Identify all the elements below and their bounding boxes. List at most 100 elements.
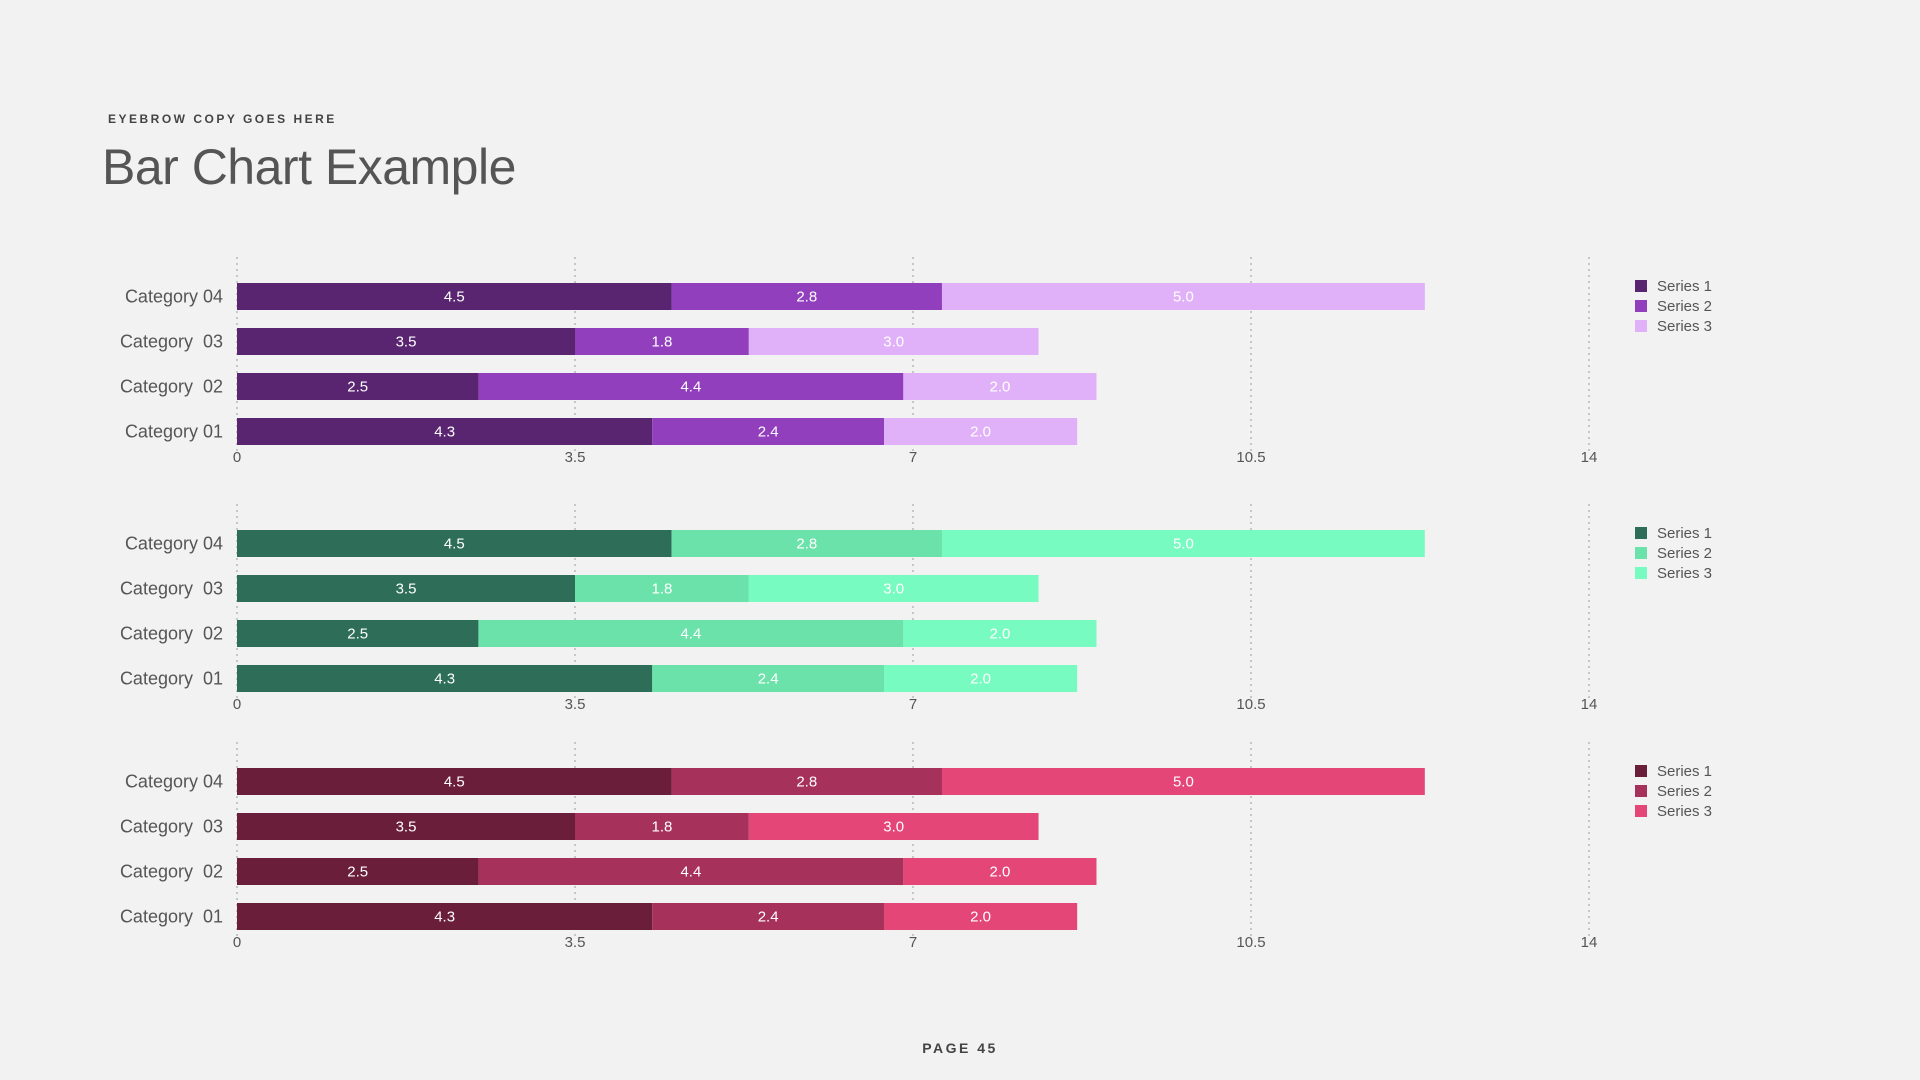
legend-label: Series 3 bbox=[1657, 565, 1712, 582]
data-label: 2.0 bbox=[989, 626, 1010, 643]
bar-segment bbox=[237, 858, 479, 885]
data-label: 4.5 bbox=[444, 536, 465, 553]
bar-segment bbox=[237, 665, 653, 692]
data-label: 2.4 bbox=[758, 909, 779, 926]
x-tick-label: 14 bbox=[1581, 449, 1598, 465]
bar-segment bbox=[478, 620, 904, 647]
x-tick-label: 7 bbox=[909, 934, 917, 950]
data-label: 1.8 bbox=[651, 334, 672, 351]
x-tick-label: 3.5 bbox=[565, 934, 586, 950]
data-label: 2.5 bbox=[347, 626, 368, 643]
bar-segment bbox=[237, 418, 653, 445]
data-label: 3.5 bbox=[396, 581, 417, 598]
x-tick-label: 3.5 bbox=[565, 696, 586, 712]
bar-segment bbox=[671, 768, 942, 795]
bar-segment bbox=[237, 328, 575, 355]
page-number: PAGE 45 bbox=[922, 1040, 998, 1056]
bar-segment bbox=[671, 283, 942, 310]
data-label: 4.5 bbox=[444, 289, 465, 306]
data-label: 3.5 bbox=[396, 819, 417, 836]
legend-label: Series 3 bbox=[1657, 803, 1712, 820]
data-label: 2.4 bbox=[758, 424, 779, 441]
bar-segment bbox=[884, 665, 1078, 692]
x-tick-label: 0 bbox=[233, 696, 241, 712]
category-label: Category 03 bbox=[120, 817, 223, 837]
bar-segment bbox=[941, 283, 1425, 310]
data-label: 4.3 bbox=[434, 424, 455, 441]
chart-svg: 4.3 2.4 2.0 Category 01 2.5 4.4 2.0 Category 02… bbox=[120, 257, 1712, 465]
category-label: Category 03 bbox=[120, 579, 223, 599]
data-label: 2.5 bbox=[347, 379, 368, 396]
legend-label: Series 1 bbox=[1657, 278, 1712, 295]
category-label: Category 01 bbox=[125, 422, 223, 442]
data-label: 2.8 bbox=[796, 289, 817, 306]
bar-chart-purple: 4.3 2.4 2.0 Category 01 2.5 4.4 2.0 Category 02… bbox=[0, 255, 1920, 465]
category-label: Category 04 bbox=[125, 287, 223, 307]
data-label: 2.0 bbox=[970, 909, 991, 926]
data-label: 5.0 bbox=[1173, 536, 1194, 553]
legend-swatch bbox=[1635, 547, 1647, 559]
data-label: 3.0 bbox=[883, 819, 904, 836]
data-label: 2.0 bbox=[989, 379, 1010, 396]
bar-segment bbox=[575, 813, 749, 840]
data-label: 3.0 bbox=[883, 581, 904, 598]
eyebrow-text: EYEBROW COPY GOES HERE bbox=[108, 112, 337, 126]
legend-swatch bbox=[1635, 280, 1647, 292]
category-label: Category 03 bbox=[120, 332, 223, 352]
legend-swatch bbox=[1635, 567, 1647, 579]
legend-label: Series 2 bbox=[1657, 298, 1712, 315]
bar-segment bbox=[652, 665, 885, 692]
bar-segment bbox=[748, 328, 1039, 355]
x-tick-label: 0 bbox=[233, 449, 241, 465]
bar-segment bbox=[237, 620, 479, 647]
bar-segment bbox=[237, 903, 653, 930]
bar-segment bbox=[884, 903, 1078, 930]
x-tick-label: 10.5 bbox=[1236, 934, 1265, 950]
x-tick-label: 10.5 bbox=[1236, 696, 1265, 712]
data-label: 4.4 bbox=[680, 626, 701, 643]
data-label: 1.8 bbox=[651, 581, 672, 598]
category-label: Category 04 bbox=[125, 534, 223, 554]
bar-segment bbox=[884, 418, 1078, 445]
legend-swatch bbox=[1635, 320, 1647, 332]
category-label: Category 02 bbox=[120, 862, 223, 882]
bar-segment bbox=[903, 858, 1097, 885]
bar-segment bbox=[748, 575, 1039, 602]
legend-swatch bbox=[1635, 805, 1647, 817]
bar-segment bbox=[941, 530, 1425, 557]
data-label: 2.4 bbox=[758, 671, 779, 688]
bar-segment bbox=[903, 373, 1097, 400]
bar-segment bbox=[237, 283, 672, 310]
data-label: 4.3 bbox=[434, 671, 455, 688]
data-label: 2.0 bbox=[989, 864, 1010, 881]
bar-segment bbox=[237, 575, 575, 602]
data-label: 5.0 bbox=[1173, 774, 1194, 791]
data-label: 4.3 bbox=[434, 909, 455, 926]
bar-segment bbox=[478, 373, 904, 400]
legend-label: Series 3 bbox=[1657, 318, 1712, 335]
bar-chart-pink: 4.3 2.4 2.0 Category 01 2.5 4.4 2.0 Category 02… bbox=[0, 740, 1920, 950]
legend-label: Series 1 bbox=[1657, 763, 1712, 780]
category-label: Category 01 bbox=[120, 907, 223, 927]
bar-segment bbox=[671, 530, 942, 557]
category-label: Category 02 bbox=[120, 624, 223, 644]
category-label: Category 01 bbox=[120, 669, 223, 689]
data-label: 1.8 bbox=[651, 819, 672, 836]
chart-svg: 4.3 2.4 2.0 Category 01 2.5 4.4 2.0 Category 02… bbox=[120, 742, 1712, 950]
page-title: Bar Chart Example bbox=[102, 139, 516, 195]
bar-chart-green: 4.3 2.4 2.0 Category 01 2.5 4.4 2.0 Category 02… bbox=[0, 502, 1920, 712]
data-label: 2.0 bbox=[970, 424, 991, 441]
bar-segment bbox=[237, 813, 575, 840]
data-label: 2.0 bbox=[970, 671, 991, 688]
data-label: 4.4 bbox=[680, 379, 701, 396]
legend-swatch bbox=[1635, 527, 1647, 539]
legend-label: Series 1 bbox=[1657, 525, 1712, 542]
bar-segment bbox=[237, 373, 479, 400]
data-label: 2.5 bbox=[347, 864, 368, 881]
x-tick-label: 7 bbox=[909, 449, 917, 465]
x-tick-label: 14 bbox=[1581, 696, 1598, 712]
bar-segment bbox=[748, 813, 1039, 840]
x-tick-label: 0 bbox=[233, 934, 241, 950]
data-label: 2.8 bbox=[796, 536, 817, 553]
bar-segment bbox=[903, 620, 1097, 647]
